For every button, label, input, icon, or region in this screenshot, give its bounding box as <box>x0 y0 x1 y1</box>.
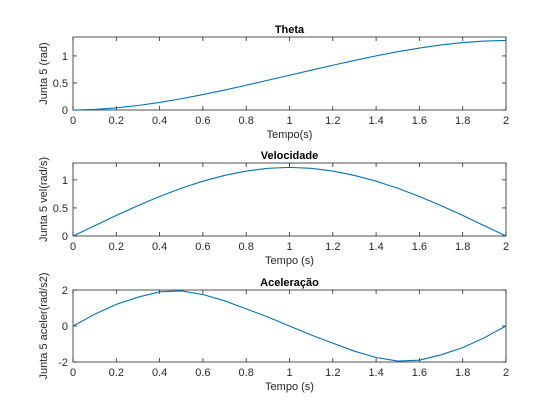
x-tick-label: 1.4 <box>368 115 383 127</box>
x-tick-label: 0.2 <box>109 115 124 127</box>
x-tick-label: 1 <box>286 241 292 253</box>
x-tick-label: 1.6 <box>412 367 427 379</box>
y-tick-label: 0.5 <box>53 203 68 215</box>
chart-title-aceleracao: Aceleração <box>260 277 319 289</box>
axes-box-velocidade <box>72 162 507 237</box>
x-tick-label: 0.4 <box>152 115 167 127</box>
x-tick-label: 0.6 <box>195 241 210 253</box>
y-tick-label: 0.5 <box>53 78 68 90</box>
x-axis-label-aceleracao: Tempo (s) <box>265 381 314 393</box>
y-tick-label: 1 <box>62 51 68 63</box>
x-tick-label: 1.8 <box>455 115 470 127</box>
x-tick-label: 0.4 <box>152 367 167 379</box>
y-tick-label: 2 <box>62 285 68 297</box>
chart-title-theta: Theta <box>275 24 305 36</box>
y-axis-label-aceleracao: Junta 5 aceler(rad/s2) <box>38 273 50 380</box>
x-tick-label: 0.8 <box>239 241 254 253</box>
y-axis-label-theta: Junta 5 (rad) <box>38 42 50 104</box>
x-tick-label: 0.4 <box>152 241 167 253</box>
y-tick-label: 0 <box>62 321 68 333</box>
x-tick-label: 0.8 <box>239 115 254 127</box>
y-axis-label-velocidade: Junta 5 vel(rad/s) <box>38 157 50 242</box>
y-tick-label: 0 <box>62 231 68 243</box>
series-line-velocidade <box>72 166 507 237</box>
x-tick-label: 2 <box>503 115 509 127</box>
x-tick-label: 1 <box>286 115 292 127</box>
x-tick-label: 1.2 <box>325 115 340 127</box>
y-tick-label: -2 <box>58 357 68 369</box>
x-tick-label: 0.6 <box>195 367 210 379</box>
x-tick-label: 0 <box>70 115 76 127</box>
x-tick-label: 0.8 <box>239 367 254 379</box>
series-line-theta <box>72 39 507 111</box>
x-tick-label: 2 <box>503 367 509 379</box>
subplot-theta: 0 0.2 0.4 0.6 0.8 1 1.2 1.4 1.6 1.8 2 0 0.5 1 Theta Tem… <box>38 24 509 141</box>
x-tick-label: 0.6 <box>195 115 210 127</box>
x-tick-label: 1.8 <box>455 367 470 379</box>
series-line-aceleracao <box>72 290 507 362</box>
y-tick-label: 1 <box>62 175 68 187</box>
x-axis-label-velocidade: Tempo (s) <box>265 255 314 267</box>
axes-box-theta <box>72 36 507 111</box>
x-tick-label: 0 <box>70 241 76 253</box>
subplot-velocidade: 0 0.2 0.4 0.6 0.8 1 1.2 1.4 1.6 1.8 2 0 0.5 1 Velocida… <box>38 150 509 267</box>
x-tick-label: 0.2 <box>109 367 124 379</box>
x-tick-label: 1.6 <box>412 241 427 253</box>
x-tick-label: 1.4 <box>368 367 383 379</box>
x-tick-label: 0 <box>70 367 76 379</box>
x-tick-label: 1.2 <box>325 241 340 253</box>
x-tick-label: 1.4 <box>368 241 383 253</box>
x-tick-label: 1.2 <box>325 367 340 379</box>
chart-title-velocidade: Velocidade <box>261 150 318 162</box>
subplot-aceleracao: 0 0.2 0.4 0.6 0.8 1 1.2 1.4 1.6 1.8 2-202Aceleraçã… <box>38 273 509 394</box>
x-tick-label: 2 <box>503 241 509 253</box>
x-axis-label-theta: Tempo(s) <box>267 129 313 141</box>
x-tick-label: 1.6 <box>412 115 427 127</box>
y-tick-label: 0 <box>62 105 68 117</box>
x-tick-label: 1 <box>286 367 292 379</box>
x-tick-label: 0.2 <box>109 241 124 253</box>
x-tick-label: 1.8 <box>455 241 470 253</box>
